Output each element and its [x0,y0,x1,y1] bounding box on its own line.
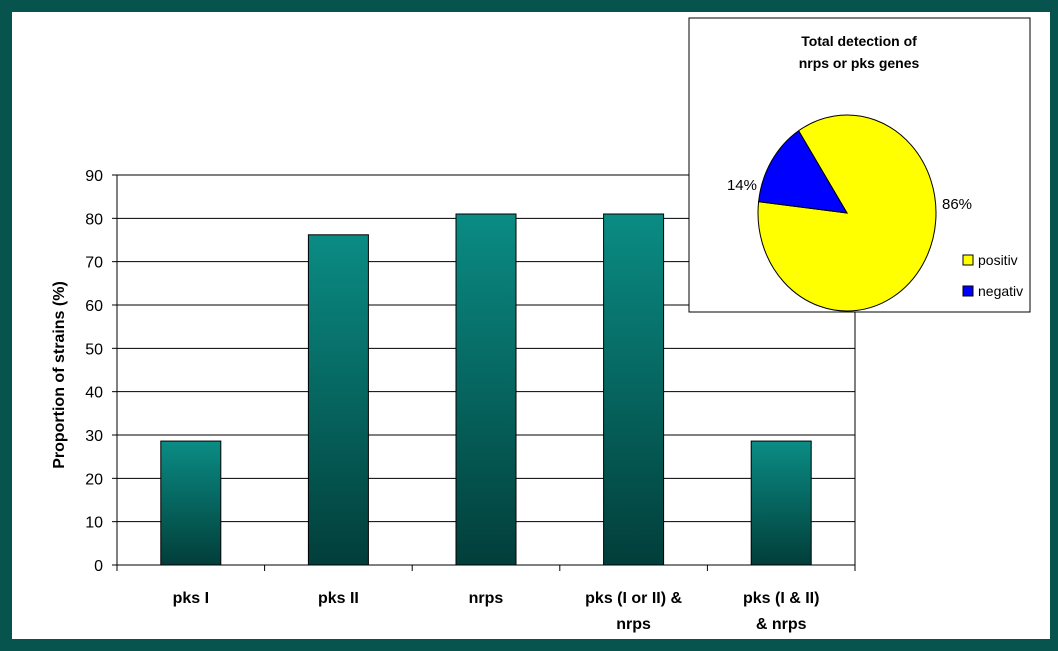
bar [455,213,517,566]
x-category-label: pks (I or II) & [585,590,682,607]
pie-legend: positiv negativ [962,252,1023,299]
y-tick-label: 70 [85,255,103,272]
y-tick-label: 20 [85,471,103,488]
y-tick-label: 60 [85,298,103,315]
legend-label: negativ [978,283,1023,299]
pie-title-line: nrps or pks genes [799,55,920,71]
bar [160,440,222,566]
bar [750,440,812,566]
bar [603,213,665,566]
y-tick-label: 0 [94,558,103,575]
bars [160,213,812,566]
y-tick-label: 30 [85,428,103,445]
y-tick-label: 10 [85,515,103,532]
pie-title: Total detection of nrps or pks genes [799,33,920,71]
y-tick-label: 80 [85,211,103,228]
pie-slice-negativ [758,130,848,214]
bar [307,234,369,566]
y-axis-label: Proportion of strains (%) [51,281,68,469]
x-category-label: pks I [173,590,209,607]
y-tick-label: 90 [85,168,103,185]
pie-slices [757,114,937,312]
legend-swatch [962,285,974,297]
bar-chart: 0 10 20 30 40 50 60 70 80 90 pks I pks II nrps pks (… [51,168,856,633]
pie-data-label: 86% [942,196,972,213]
x-category-label: pks (I & II) [743,590,819,607]
legend-swatch [962,254,974,266]
pie-title-line: Total detection of [801,33,917,49]
x-category-labels: pks I pks II nrps pks (I or II) & nrps pks (I… [173,590,820,633]
pie-inset: Total detection of nrps or pks genes 86% 1… [688,17,1031,313]
y-tick-label: 40 [85,385,103,402]
x-category-label: & nrps [756,616,807,633]
x-category-label: pks II [318,590,359,607]
legend-label: positiv [978,252,1018,268]
y-tick-label: 50 [85,341,103,358]
pie-data-label: 14% [727,177,757,194]
y-tick-labels: 0 10 20 30 40 50 60 70 80 90 [85,168,103,575]
axes [112,174,856,571]
pie-data-labels: 86% 14% [727,177,972,213]
x-category-label: nrps [469,590,504,607]
x-category-label: nrps [616,616,651,633]
